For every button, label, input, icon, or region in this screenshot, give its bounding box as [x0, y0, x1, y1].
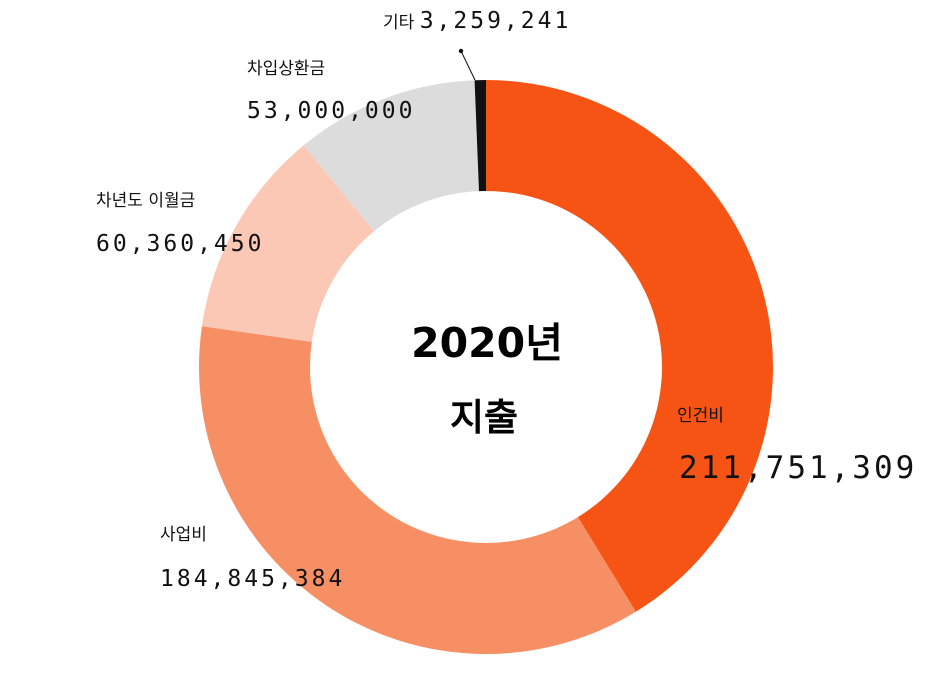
leader-dot-other: [458, 48, 464, 54]
slice-loan-repayment: [303, 80, 479, 232]
label-personnel-value: 211,751,309: [679, 450, 917, 486]
label-other-value: 3,259,241: [420, 8, 572, 34]
labels-group: 인건비 211,751,309 사업비 184,845,384 차년도 이월금 60,36…: [96, 8, 917, 592]
label-other: 기타 3,259,241: [383, 8, 571, 34]
label-personnel-name: 인건비: [677, 406, 724, 426]
label-carryover-value: 60,360,450: [96, 231, 264, 257]
slice-personnel: [486, 80, 773, 612]
label-project-name: 사업비: [160, 525, 207, 545]
chart-subtitle: 지출: [450, 396, 518, 439]
label-other-name: 기타: [383, 13, 420, 33]
label-loan-repayment-value: 53,000,000: [247, 98, 415, 124]
chart-title: 2020년: [411, 319, 563, 367]
label-project-value: 184,845,384: [160, 566, 345, 592]
slice-project: [199, 326, 636, 654]
slice-carryover: [201, 145, 375, 342]
label-carryover-name: 차년도 이월금: [96, 191, 195, 211]
label-loan-repayment-name: 차입상환금: [247, 59, 325, 79]
slices-group: [199, 80, 773, 654]
leader-line-other: [460, 50, 476, 81]
slice-other: [474, 80, 486, 192]
